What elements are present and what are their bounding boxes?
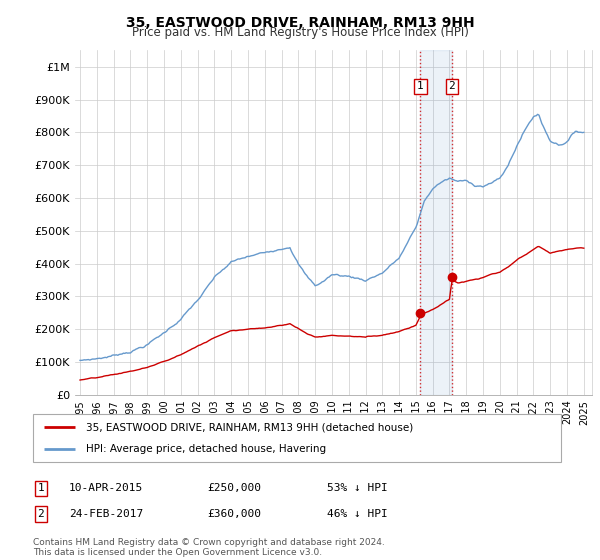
Text: 10-APR-2015: 10-APR-2015 [69,483,143,493]
Text: 46% ↓ HPI: 46% ↓ HPI [327,509,388,519]
Text: 2: 2 [449,82,455,91]
Text: £250,000: £250,000 [207,483,261,493]
Text: 35, EASTWOOD DRIVE, RAINHAM, RM13 9HH (detached house): 35, EASTWOOD DRIVE, RAINHAM, RM13 9HH (d… [86,422,413,432]
Text: Contains HM Land Registry data © Crown copyright and database right 2024.
This d: Contains HM Land Registry data © Crown c… [33,538,385,557]
Text: 1: 1 [417,82,424,91]
Text: HPI: Average price, detached house, Havering: HPI: Average price, detached house, Have… [86,444,326,454]
Bar [421,50,452,395]
Text: £360,000: £360,000 [207,509,261,519]
Text: 53% ↓ HPI: 53% ↓ HPI [327,483,388,493]
Text: 24-FEB-2017: 24-FEB-2017 [69,509,143,519]
Text: 1: 1 [37,483,44,493]
Text: 2: 2 [37,509,44,519]
FancyBboxPatch shape [33,414,561,462]
Text: 35, EASTWOOD DRIVE, RAINHAM, RM13 9HH: 35, EASTWOOD DRIVE, RAINHAM, RM13 9HH [125,16,475,30]
Text: Price paid vs. HM Land Registry's House Price Index (HPI): Price paid vs. HM Land Registry's House … [131,26,469,39]
